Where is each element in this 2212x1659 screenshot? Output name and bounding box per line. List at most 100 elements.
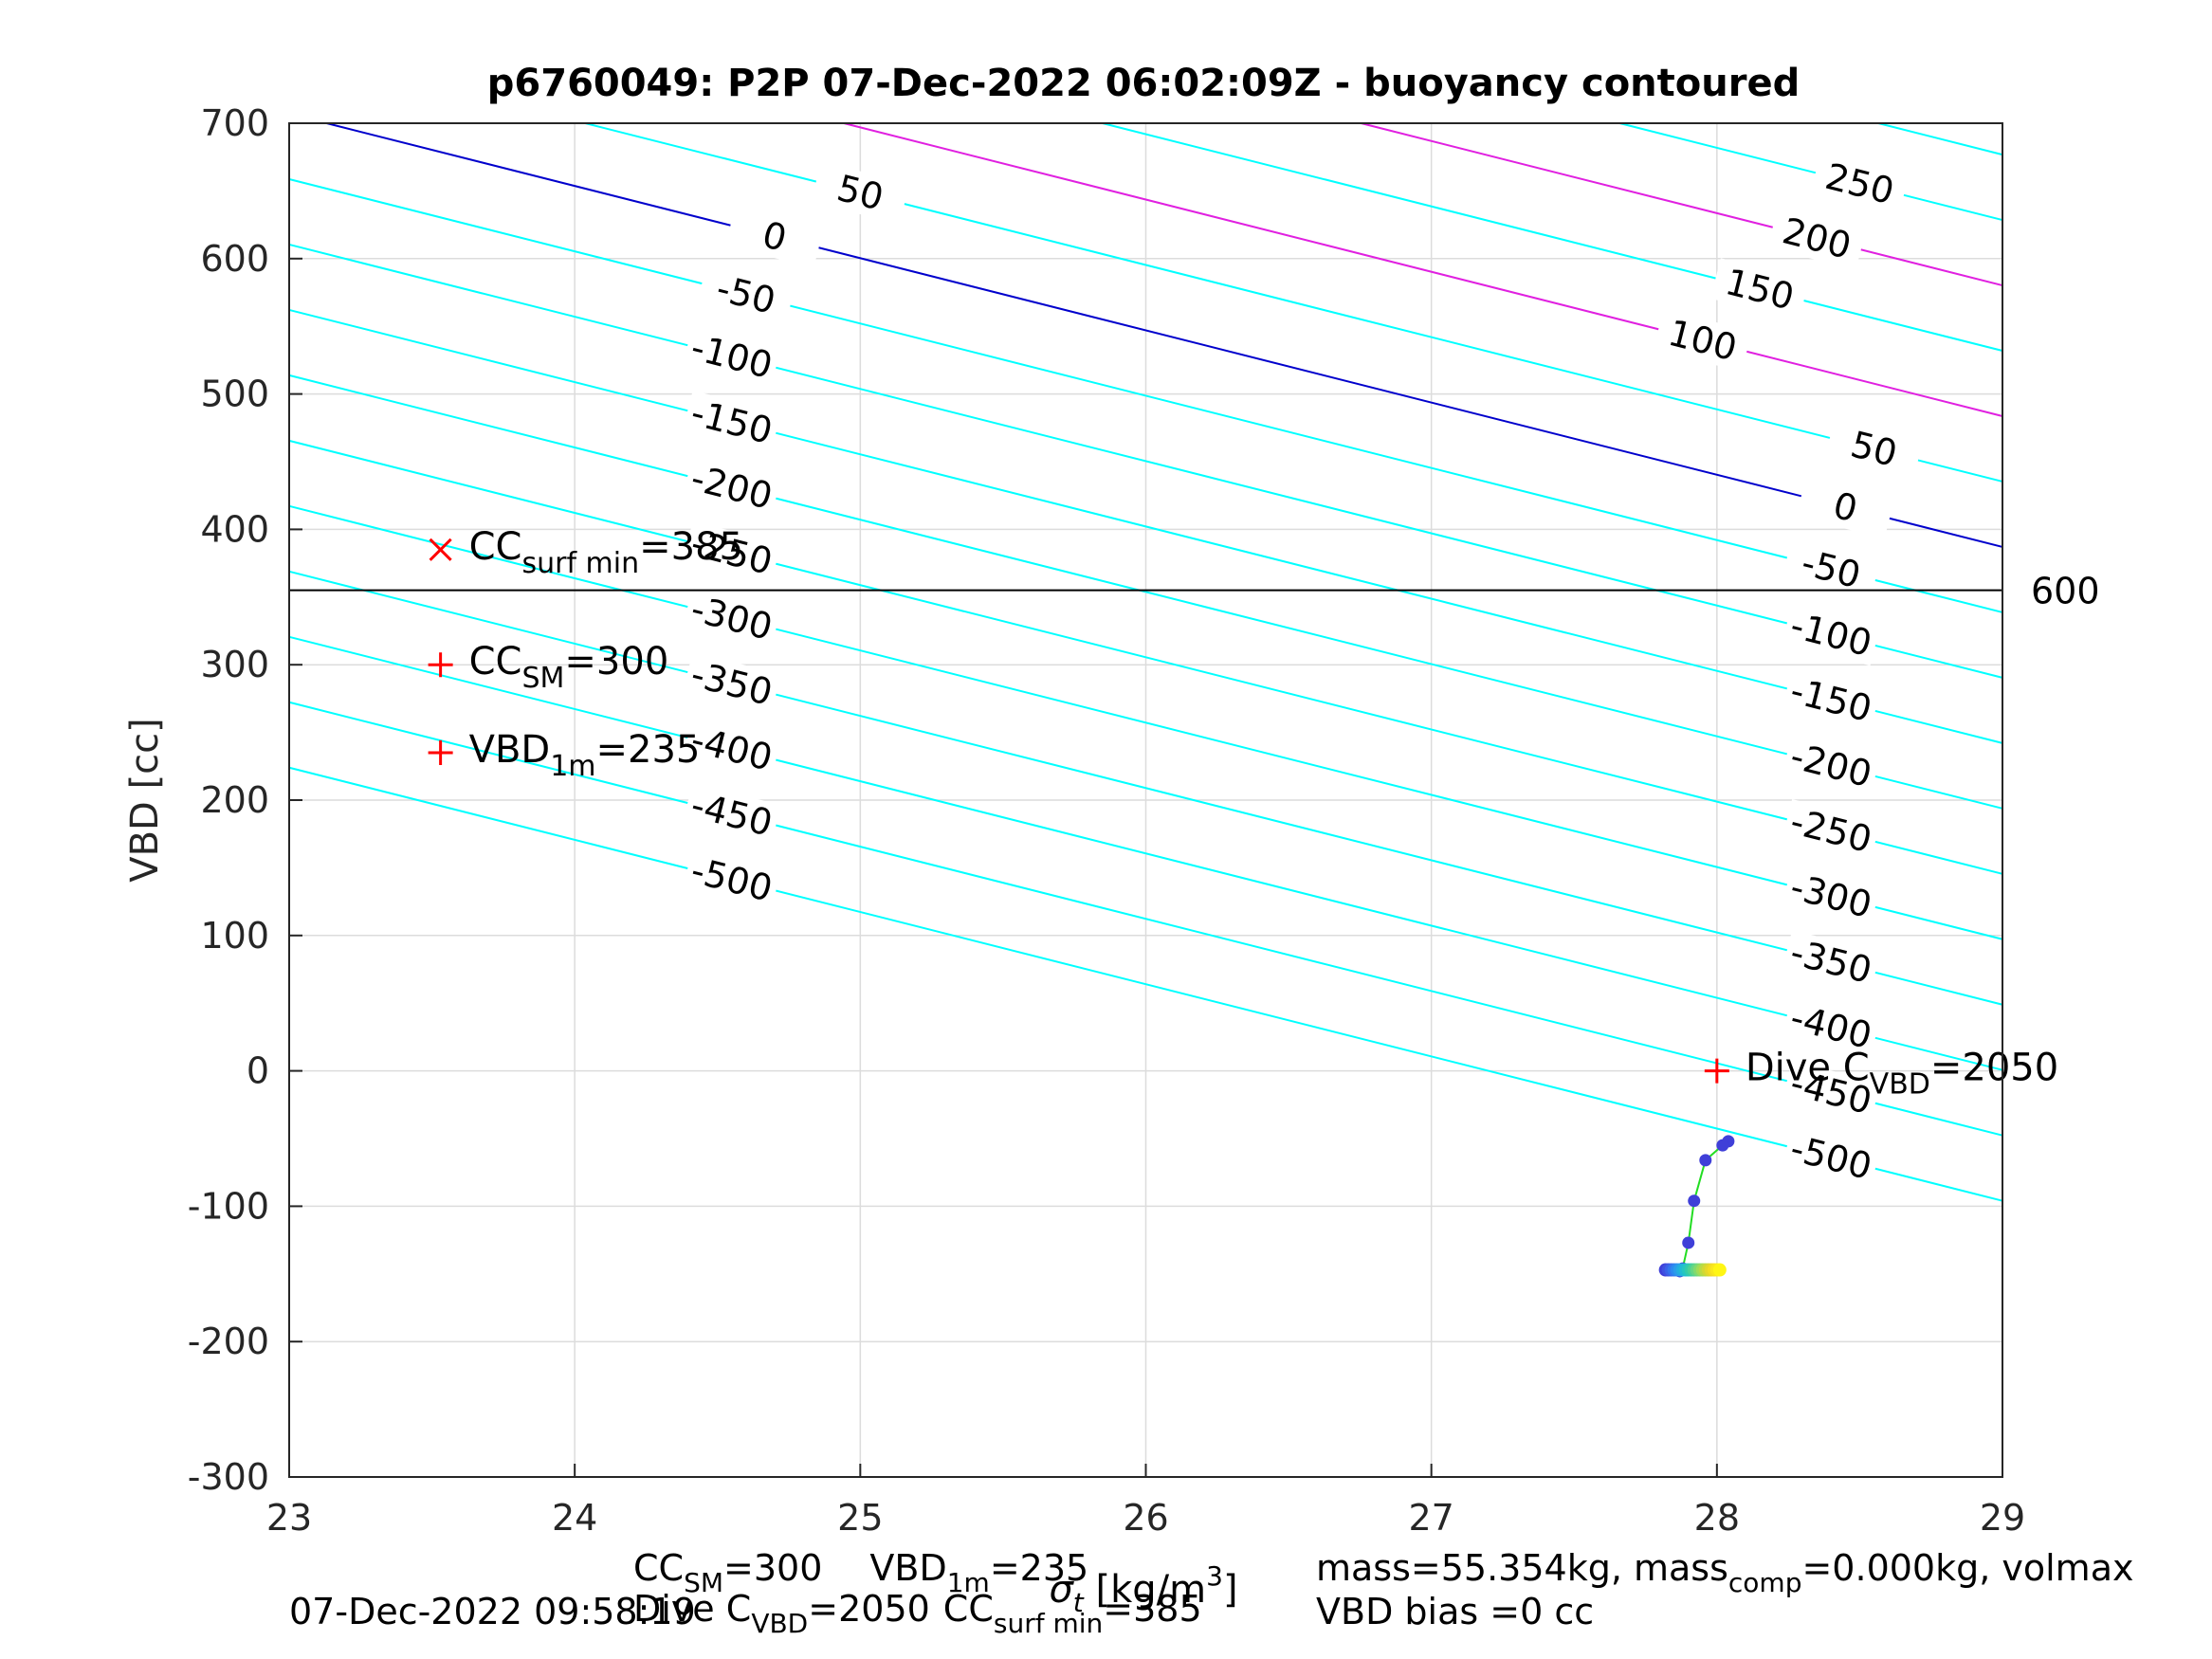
contour-label-bg: [696, 263, 795, 326]
x-axis-label: σt [kg/m3]: [1049, 1560, 1237, 1618]
contour-label-left: -200: [687, 457, 777, 518]
marker-label-main: CC: [469, 525, 522, 569]
y-axis-ticks: -300 -200 -100 0 100 200 300 400 500 600 700: [188, 102, 302, 1498]
footer-date: 07-Dec-2022 09:58:19: [289, 1591, 696, 1632]
marker-label-value: =300: [564, 640, 668, 684]
marker-x: [429, 538, 452, 561]
contour-line--250: [288, 439, 2003, 875]
flat-point: [1712, 1263, 1727, 1277]
marker-label-main: CC: [469, 640, 522, 684]
contour-line-0: [326, 122, 2003, 548]
contour-label-right: -100: [1786, 604, 1875, 665]
reference-line-label: 600: [2031, 571, 2100, 612]
contour-label-bg: [1653, 308, 1752, 373]
x-tick-label: 28: [1694, 1497, 1740, 1539]
contour-label-bg: [682, 390, 781, 454]
y-tick-label: -300: [188, 1456, 269, 1498]
contour-label-bg: [1824, 417, 1924, 481]
y-tick-label: 700: [200, 102, 269, 144]
x-tick-label: 26: [1123, 1497, 1168, 1539]
contour-line--350: [288, 570, 2003, 1006]
contour-label-left: -100: [687, 326, 777, 387]
contour-line-300: [1877, 122, 2003, 156]
footer-line1-mid: CCSM=300 VBD1m=235: [633, 1547, 1088, 1598]
x-axis-label-sigma: σ: [1049, 1568, 1074, 1612]
contour-label-right: -350: [1786, 931, 1875, 992]
contour-line-100: [843, 122, 2003, 417]
contour-label-left: -300: [687, 588, 777, 648]
marker-label-main: VBD: [469, 728, 551, 772]
contour-label-bg: [682, 651, 781, 715]
contour-label-bg: [682, 586, 781, 649]
contour-line-200: [1361, 122, 2003, 287]
contour-label-left: -400: [687, 719, 777, 779]
footer-cc-sm-label: CC: [633, 1547, 684, 1589]
contour-label-bg: [1782, 603, 1881, 666]
contour-line--500: [288, 766, 2003, 1202]
x-tick-label: 29: [1980, 1497, 2025, 1539]
y-tick-label: 0: [247, 1050, 269, 1092]
contour-label-left: -450: [687, 784, 777, 845]
contour-label-right: -200: [1786, 735, 1875, 795]
marker-label-value: =235: [596, 728, 701, 772]
footer-vbd-value: =235: [990, 1547, 1088, 1589]
y-tick-label: -200: [188, 1321, 269, 1362]
contour-label-right: -150: [1786, 669, 1875, 730]
contour-label-bg: [811, 161, 910, 225]
marker-plus: [428, 740, 453, 766]
contour-label-right: -300: [1786, 866, 1875, 926]
contour-label-right: 250: [1821, 155, 1898, 212]
contour-line--50: [288, 178, 2003, 613]
contour-label-right: -50: [1798, 541, 1865, 596]
marker-label: CCsurf min=385: [469, 525, 743, 580]
contour-label-right: -250: [1786, 800, 1875, 861]
contour-label-right: 150: [1721, 261, 1798, 318]
marker-label-sub: SM: [521, 662, 564, 695]
contour-label-right: 100: [1664, 312, 1741, 369]
y-tick-label: 100: [200, 915, 269, 957]
marker-label: Dive CVBD=2050: [1746, 1047, 2058, 1102]
contour-label-bg: [1782, 734, 1881, 797]
footer-cc-surf-label: CC: [943, 1588, 994, 1630]
x-tick-label: 25: [837, 1497, 883, 1539]
contour-label-bg: [682, 520, 781, 585]
contour-lines: [288, 122, 2003, 1202]
contour-label-left: -500: [687, 849, 777, 910]
footer-mass-tail: =0.000kg, volmax: [1801, 1547, 2133, 1589]
footer-vbd-label: VBD: [869, 1547, 946, 1589]
marker-label-sub: surf min: [521, 547, 639, 580]
footer-vbd-sub: 1m: [947, 1567, 990, 1598]
y-tick-label: 200: [200, 779, 269, 821]
trace-point: [1716, 1139, 1729, 1152]
contour-label-left: -350: [687, 653, 777, 714]
contour-label-left: -50: [712, 267, 779, 322]
footer-cc-sm-sub: SM: [684, 1567, 723, 1598]
contour-label-bg: [1710, 258, 1809, 321]
y-axis-label: VBD [cc]: [123, 718, 167, 883]
contour-labels: 500-50-100-150-200-250-300-350-400-450-5…: [682, 152, 1924, 1190]
footer-line2-mid: Dive CVBD=2050 CCsurf min=385: [633, 1588, 1202, 1639]
marker-label: VBD1m=235: [469, 728, 701, 783]
contour-label-bg: [1782, 994, 1881, 1059]
footer-cc-surf-sub: surf min: [994, 1608, 1103, 1639]
contour-label-bg: [1782, 929, 1881, 994]
contour-label-bg: [1782, 538, 1881, 601]
marker-label-sub: 1m: [550, 750, 595, 783]
contour-label-bg: [1782, 1125, 1881, 1190]
marker-label-value: =2050: [1930, 1047, 2058, 1090]
footer-line1-right: mass=55.354kg, masscomp=0.000kg, volmax: [1316, 1547, 2133, 1598]
footer-mass-sub: comp: [1728, 1567, 1802, 1598]
contour-line-250: [1619, 122, 2003, 222]
x-axis-ticks: 23 24 25 26 27 28 29: [266, 1464, 2025, 1539]
contour-line--200: [288, 374, 2003, 810]
x-tick-label: 27: [1408, 1497, 1453, 1539]
x-axis-label-end: ]: [1223, 1568, 1238, 1612]
y-tick-label: -100: [188, 1185, 269, 1227]
marker-label-main: Dive C: [1746, 1047, 1870, 1090]
dive-trace: [1658, 1135, 1735, 1278]
contour-line--400: [288, 635, 2003, 1071]
contour-label-bg: [1767, 207, 1867, 270]
footer-mass-text: mass=55.354kg, mass: [1316, 1547, 1728, 1589]
